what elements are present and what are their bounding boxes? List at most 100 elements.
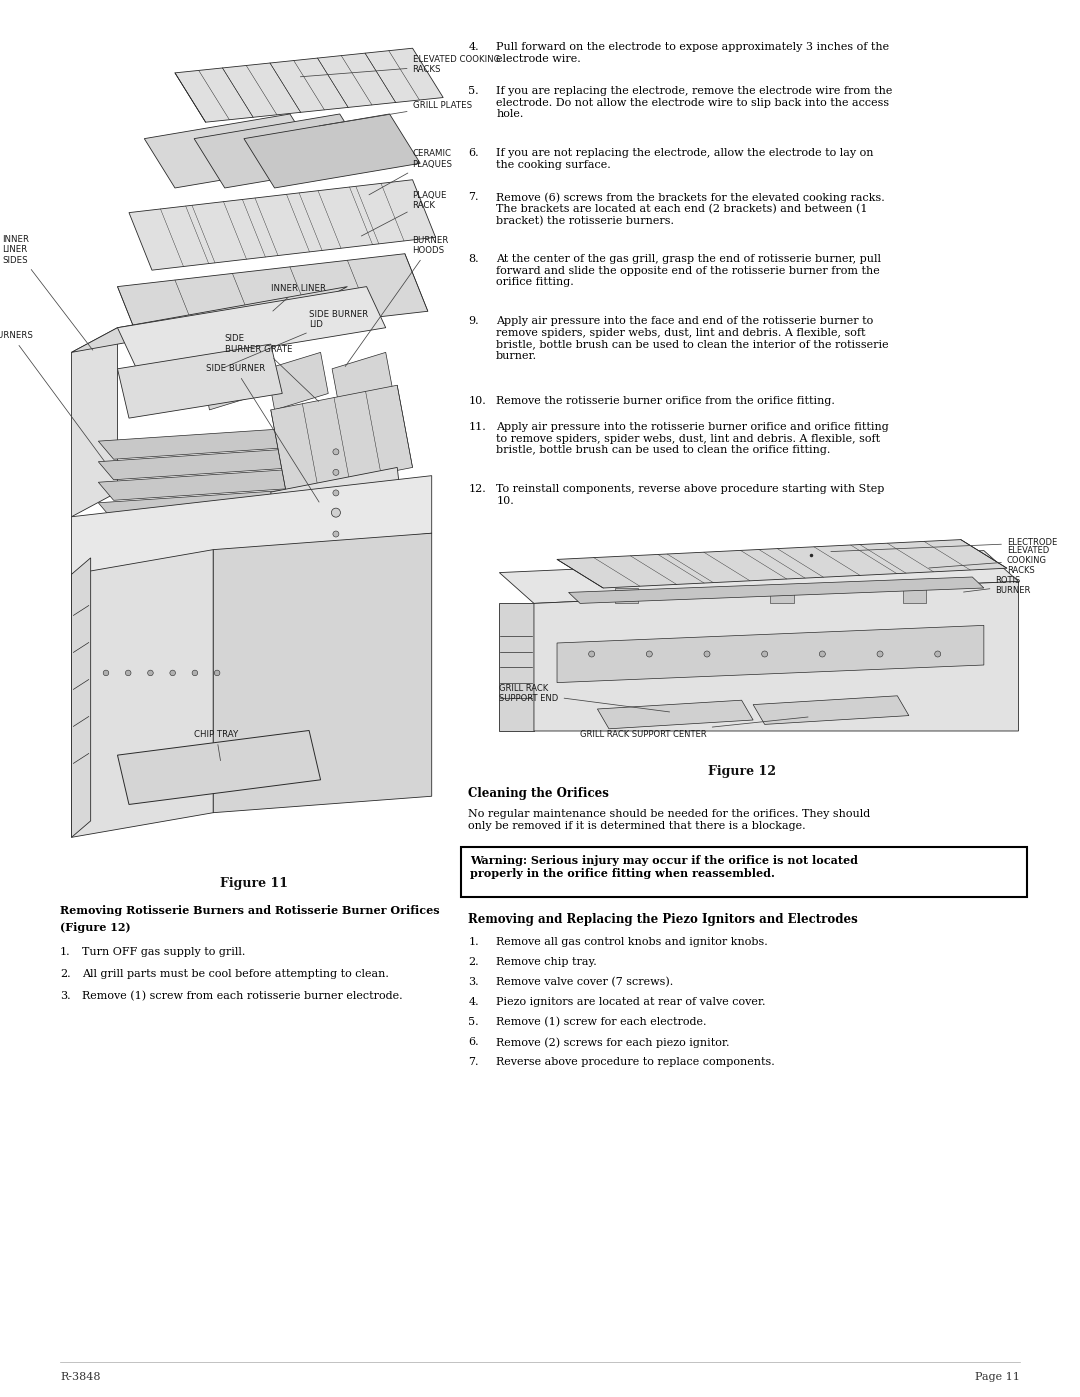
Text: CHIP TRAY: CHIP TRAY: [194, 731, 239, 760]
Text: INNER LINER: INNER LINER: [271, 284, 326, 312]
Text: SIDE BURNER
LID: SIDE BURNER LID: [224, 310, 368, 367]
Text: ELEVATED
COOKING
RACKS: ELEVATED COOKING RACKS: [929, 546, 1049, 576]
Text: Remove (6) screws from the brackets for the elevated cooking racks.
The brackets: Remove (6) screws from the brackets for …: [496, 191, 885, 226]
Bar: [60, 41, 443, 862]
Text: Turn OFF gas supply to grill.: Turn OFF gas supply to grill.: [82, 947, 245, 957]
Text: Removing Rotisserie Burners and Rotisserie Burner Orifices: Removing Rotisserie Burners and Rotisser…: [60, 905, 440, 916]
Text: Remove chip tray.: Remove chip tray.: [496, 957, 597, 967]
Text: If you are replacing the electrode, remove the electrode wire from the
electrode: If you are replacing the electrode, remo…: [496, 87, 892, 119]
Polygon shape: [98, 447, 336, 479]
Text: Reverse above procedure to replace components.: Reverse above procedure to replace compo…: [496, 1058, 775, 1067]
Polygon shape: [213, 534, 432, 813]
Text: Remove (1) screw for each electrode.: Remove (1) screw for each electrode.: [496, 1017, 706, 1027]
Circle shape: [170, 671, 175, 676]
Text: Figure 12: Figure 12: [707, 766, 775, 778]
Polygon shape: [71, 557, 91, 837]
Text: Page 11: Page 11: [975, 1372, 1020, 1382]
Text: 3.: 3.: [469, 977, 478, 988]
Text: ELECTRODE: ELECTRODE: [831, 538, 1057, 552]
Circle shape: [333, 490, 339, 496]
Text: (Figure 12): (Figure 12): [60, 922, 131, 933]
Text: Figure 11: Figure 11: [220, 877, 288, 890]
Polygon shape: [71, 549, 213, 837]
Polygon shape: [194, 115, 370, 189]
Polygon shape: [98, 488, 336, 521]
Text: Remove all gas control knobs and ignitor knobs.: Remove all gas control knobs and ignitor…: [496, 937, 768, 947]
Text: 6.: 6.: [469, 148, 478, 158]
Text: Remove valve cover (7 screws).: Remove valve cover (7 screws).: [496, 977, 674, 988]
Polygon shape: [129, 180, 435, 270]
Circle shape: [761, 651, 768, 657]
Polygon shape: [118, 286, 386, 369]
Text: 1.: 1.: [60, 947, 70, 957]
Text: 10.: 10.: [469, 395, 486, 407]
Text: 2.: 2.: [60, 970, 70, 979]
Text: PLAQUE
RACK: PLAQUE RACK: [362, 190, 447, 236]
Text: R-3848: R-3848: [60, 1372, 100, 1382]
Text: 3.: 3.: [60, 990, 70, 1002]
Text: 7.: 7.: [469, 191, 478, 203]
Text: Apply air pressure into the face and end of the rotisserie burner to
remove spid: Apply air pressure into the face and end…: [496, 316, 889, 360]
Text: 11.: 11.: [469, 422, 486, 432]
Polygon shape: [267, 352, 328, 409]
Text: 5.: 5.: [469, 1017, 478, 1027]
Text: 4.: 4.: [469, 997, 478, 1007]
Text: Cleaning the Orifices: Cleaning the Orifices: [469, 787, 609, 800]
Text: Pull forward on the electrode to expose approximately 3 inches of the
electrode : Pull forward on the electrode to expose …: [496, 42, 889, 64]
Text: CERAMIC
PLAQUES: CERAMIC PLAQUES: [369, 149, 453, 194]
Polygon shape: [903, 588, 927, 604]
Polygon shape: [597, 700, 753, 729]
Text: If you are not replacing the electrode, allow the electrode to lay on
the cookin: If you are not replacing the electrode, …: [496, 148, 874, 169]
Polygon shape: [71, 286, 348, 352]
Polygon shape: [499, 550, 1018, 604]
Text: BURNERS: BURNERS: [0, 331, 105, 461]
Text: 4.: 4.: [469, 42, 478, 52]
Circle shape: [646, 651, 652, 657]
Polygon shape: [118, 731, 321, 805]
Circle shape: [877, 651, 883, 657]
Polygon shape: [271, 468, 405, 557]
Text: GRILL PLATES: GRILL PLATES: [320, 101, 472, 126]
Circle shape: [214, 671, 220, 676]
Text: 7.: 7.: [469, 1058, 478, 1067]
Circle shape: [589, 651, 595, 657]
Polygon shape: [557, 539, 1007, 588]
Text: All grill parts must be cool before attempting to clean.: All grill parts must be cool before atte…: [82, 970, 389, 979]
Text: 2.: 2.: [469, 957, 478, 967]
Polygon shape: [499, 604, 534, 731]
FancyBboxPatch shape: [461, 847, 1027, 897]
Circle shape: [820, 651, 825, 657]
Polygon shape: [98, 509, 336, 542]
Text: 5.: 5.: [469, 87, 478, 96]
Polygon shape: [137, 352, 198, 409]
Text: Apply air pressure into the rotisserie burner orifice and orifice fitting
to rem: Apply air pressure into the rotisserie b…: [496, 422, 889, 455]
Polygon shape: [244, 115, 420, 189]
Polygon shape: [557, 626, 984, 683]
Circle shape: [148, 671, 153, 676]
Text: Remove (2) screws for each piezo ignitor.: Remove (2) screws for each piezo ignitor…: [496, 1037, 730, 1048]
Polygon shape: [534, 581, 1018, 731]
Circle shape: [104, 671, 109, 676]
Circle shape: [192, 671, 198, 676]
Text: 9.: 9.: [469, 316, 478, 326]
Polygon shape: [71, 328, 118, 517]
Text: ELEVATED COOKING
RACKS: ELEVATED COOKING RACKS: [300, 54, 500, 77]
Text: At the center of the gas grill, grasp the end of rotisserie burner, pull
forward: At the center of the gas grill, grasp th…: [496, 254, 881, 288]
Text: SIDE
BURNER GRATE: SIDE BURNER GRATE: [225, 334, 319, 401]
Circle shape: [332, 509, 340, 517]
Circle shape: [934, 651, 941, 657]
Text: 8.: 8.: [469, 254, 478, 264]
Text: 12.: 12.: [469, 483, 486, 495]
Polygon shape: [145, 115, 321, 189]
Polygon shape: [98, 426, 336, 460]
Polygon shape: [118, 344, 282, 418]
Text: Warning: Serious injury may occur if the orifice is not located
properly in the : Warning: Serious injury may occur if the…: [470, 855, 859, 879]
Text: Remove the rotisserie burner orifice from the orifice fitting.: Remove the rotisserie burner orifice fro…: [496, 395, 835, 407]
Polygon shape: [71, 475, 432, 574]
Polygon shape: [118, 254, 428, 344]
Polygon shape: [271, 386, 413, 492]
Text: 6.: 6.: [469, 1037, 478, 1046]
Text: ROTIS
BURNER: ROTIS BURNER: [963, 576, 1030, 595]
Text: GRILL RACK
SUPPORT END: GRILL RACK SUPPORT END: [499, 685, 670, 712]
Circle shape: [125, 671, 131, 676]
